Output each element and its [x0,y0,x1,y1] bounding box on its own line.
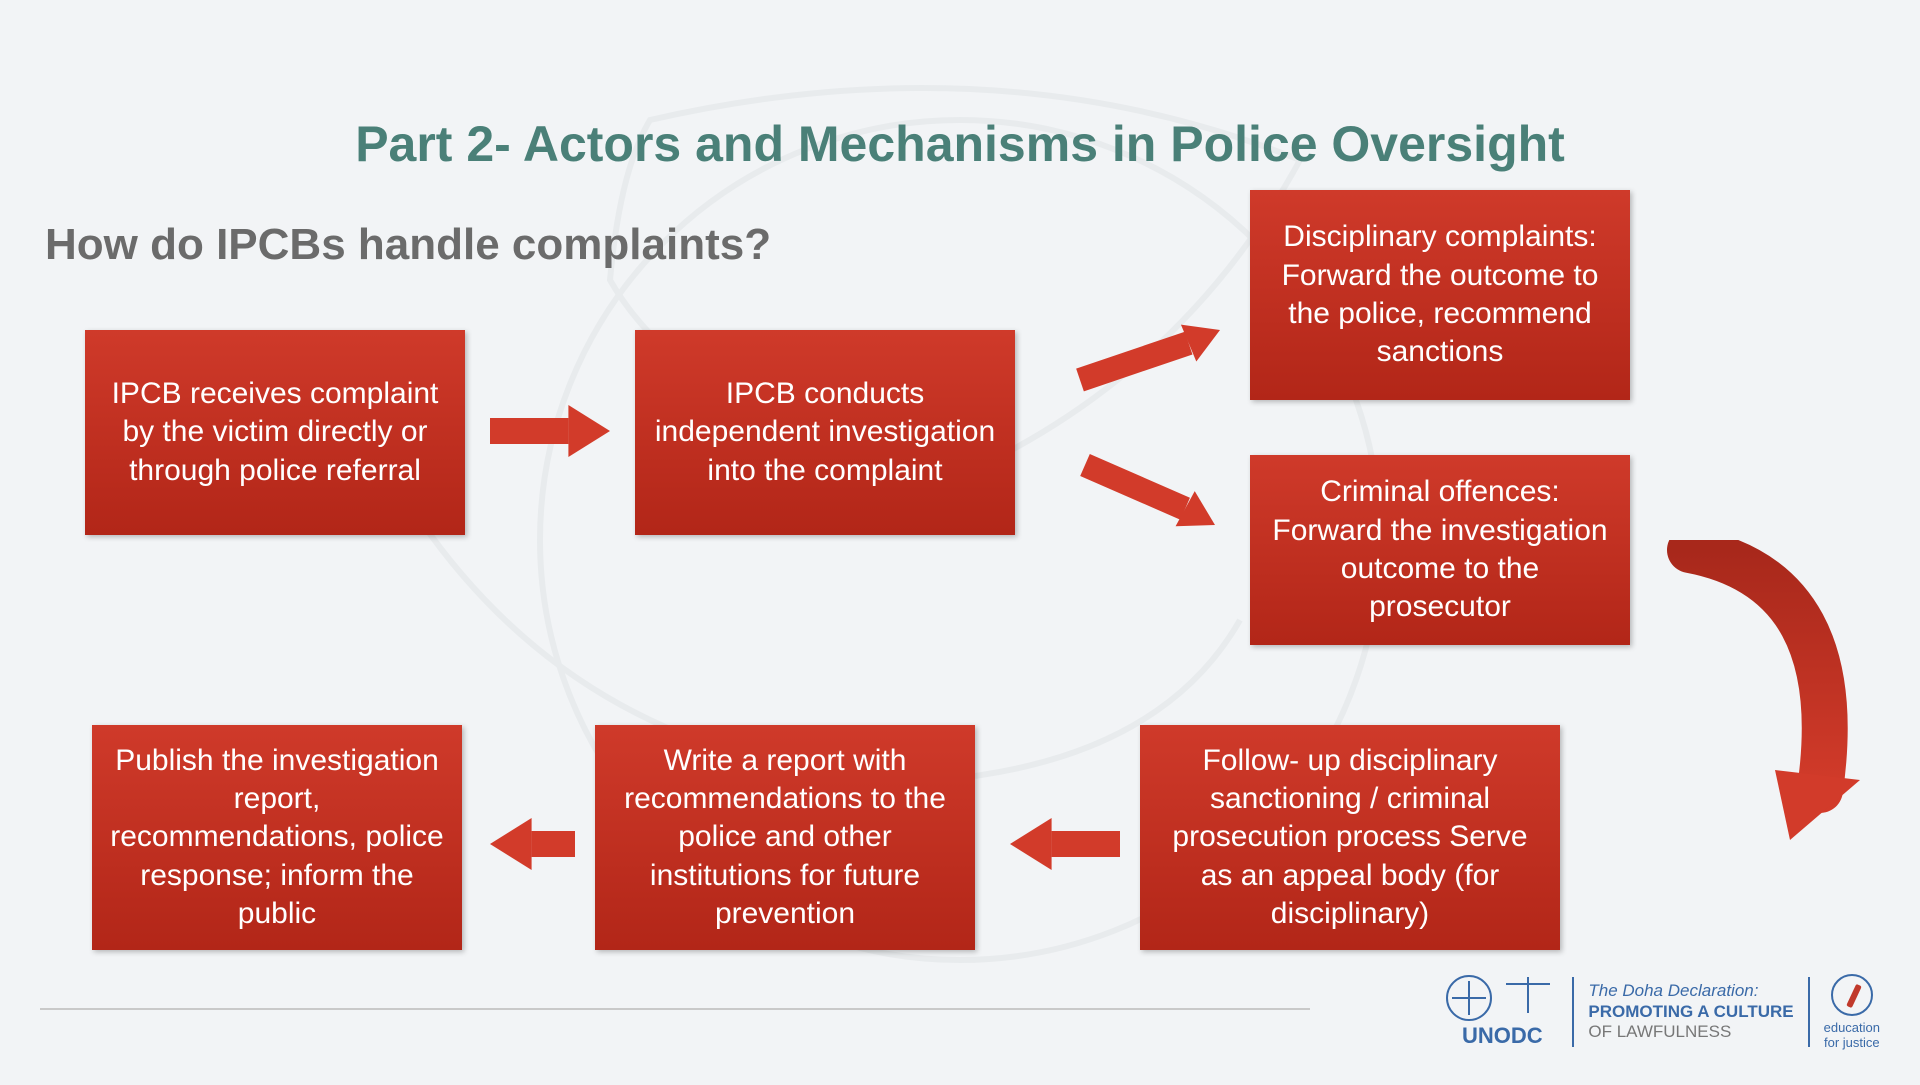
un-globe-icon [1446,975,1492,1021]
flow-arrow [490,818,575,870]
flow-box-followup: Follow- up disciplinary sanctioning / cr… [1140,725,1560,950]
flow-arrow [490,405,610,457]
footer-divider [1808,977,1810,1047]
flow-box-investigate: IPCB conducts independent investigation … [635,330,1015,535]
flow-box-text: Criminal offences: Forward the investiga… [1268,473,1612,627]
doha-line: OF LAWFULNESS [1588,1022,1793,1042]
unodc-logo: UNODC [1446,975,1558,1049]
flow-box-text: Follow- up disciplinary sanctioning / cr… [1158,742,1542,934]
flow-box-criminal: Criminal offences: Forward the investiga… [1250,455,1630,645]
flow-arrow [1075,450,1225,540]
flow-box-receive: IPCB receives complaint by the victim di… [85,330,465,535]
scales-icon [1498,977,1558,1021]
e4j-line: education [1824,1020,1880,1035]
doha-line: The Doha Declaration: [1588,981,1793,1001]
flow-box-text: Publish the investigation report, recomm… [110,742,444,934]
page-title: Part 2- Actors and Mechanisms in Police … [0,115,1920,173]
e4j-line: for justice [1824,1035,1880,1050]
flow-arrow [1010,818,1120,870]
doha-declaration-text: The Doha Declaration: PROMOTING A CULTUR… [1588,981,1793,1042]
education-for-justice-logo: education for justice [1824,974,1880,1050]
unodc-label: UNODC [1462,1023,1543,1049]
flow-box-report: Write a report with recommendations to t… [595,725,975,950]
footer-logos: UNODC The Doha Declaration: PROMOTING A … [1446,974,1880,1050]
footer-divider-line [40,1008,1310,1010]
section-subtitle: How do IPCBs handle complaints? [45,220,771,270]
flow-box-text: Disciplinary complaints: Forward the out… [1268,218,1612,372]
flow-box-text: IPCB receives complaint by the victim di… [103,375,447,490]
doha-line: PROMOTING A CULTURE [1588,1002,1793,1022]
flow-arrow [1070,315,1230,395]
flow-box-text: IPCB conducts independent investigation … [653,375,997,490]
flow-box-publish: Publish the investigation report, recomm… [92,725,462,950]
e4j-icon [1831,974,1873,1016]
flow-box-disciplinary: Disciplinary complaints: Forward the out… [1250,190,1630,400]
flow-box-text: Write a report with recommendations to t… [613,742,957,934]
flow-arrow [1660,540,1870,850]
footer-divider [1572,977,1574,1047]
